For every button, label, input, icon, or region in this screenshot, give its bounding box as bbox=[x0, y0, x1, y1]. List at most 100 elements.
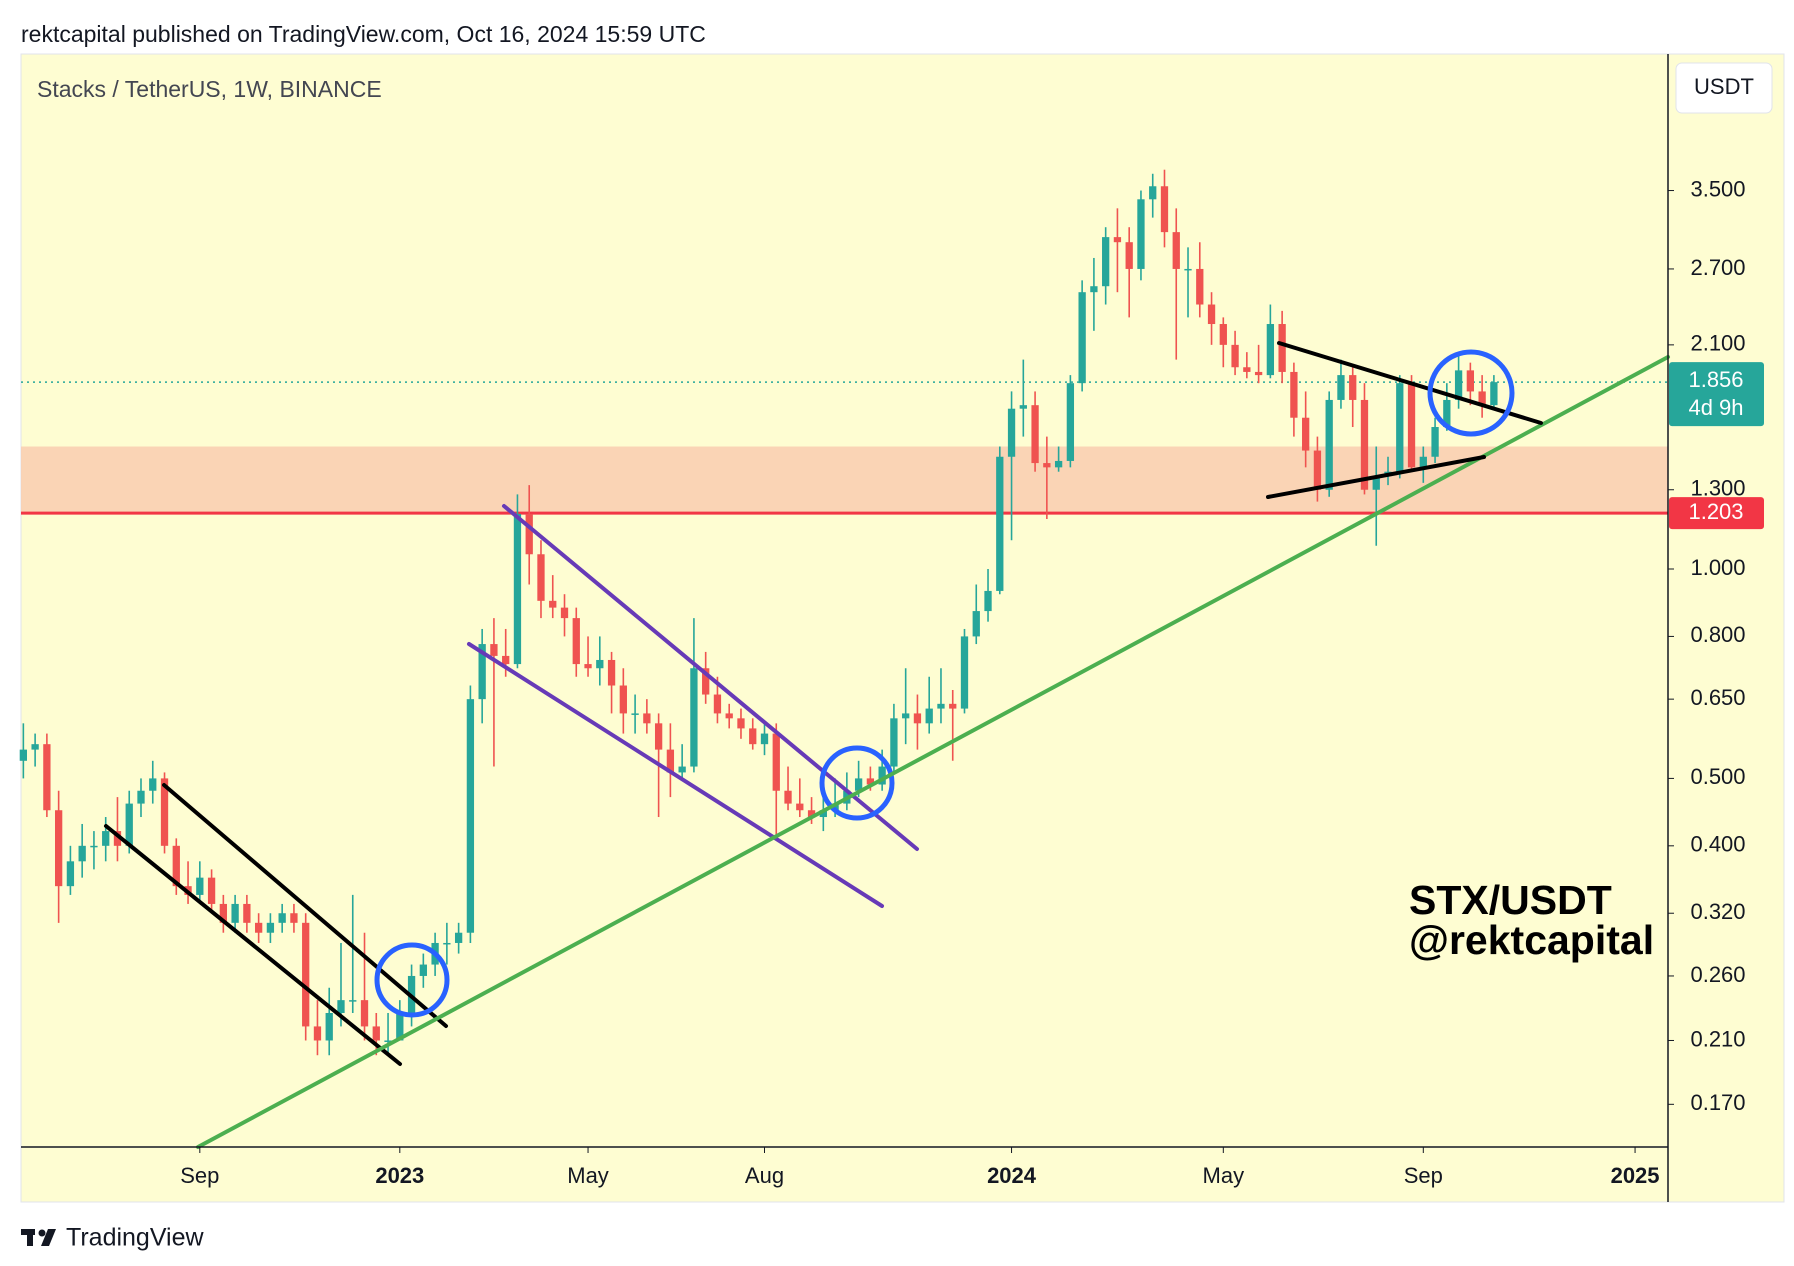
x-tick-label: 2025 bbox=[1611, 1163, 1660, 1188]
candle-body bbox=[219, 903, 227, 923]
y-tick-label: 0.210 bbox=[1690, 1026, 1745, 1051]
candle-body bbox=[278, 913, 286, 923]
candle-body bbox=[419, 964, 427, 976]
candle-body bbox=[1478, 391, 1486, 406]
x-tick-label: 2023 bbox=[375, 1163, 424, 1188]
candle-body bbox=[290, 913, 298, 923]
candle-body bbox=[1302, 417, 1310, 451]
candle-body bbox=[349, 1000, 357, 1002]
candle-body bbox=[454, 932, 463, 943]
candle-body bbox=[1102, 237, 1110, 287]
y-tick-label: 1.000 bbox=[1690, 555, 1745, 580]
candle-body bbox=[43, 744, 51, 811]
support-zone bbox=[21, 446, 1668, 514]
candle-body bbox=[19, 749, 27, 761]
candle-body bbox=[1137, 199, 1145, 269]
candle-body bbox=[1066, 383, 1075, 461]
candle-body bbox=[525, 513, 533, 555]
candle-body bbox=[1372, 476, 1380, 490]
candle-body bbox=[819, 810, 827, 818]
candle-body bbox=[243, 903, 251, 923]
candle-body bbox=[749, 728, 757, 745]
candle-body bbox=[619, 685, 627, 714]
highlight-circle bbox=[1427, 349, 1515, 437]
candle-body bbox=[113, 831, 122, 846]
candle-body bbox=[902, 713, 910, 719]
candle-body bbox=[1243, 367, 1251, 372]
candle-body bbox=[1160, 186, 1169, 233]
candle-body bbox=[149, 778, 157, 791]
support-badge bbox=[1669, 497, 1764, 530]
watermark: @rektcapital bbox=[1409, 917, 1654, 963]
candle-body bbox=[643, 713, 651, 724]
candle-body bbox=[925, 708, 933, 724]
candle-body bbox=[325, 1012, 333, 1041]
candle-body bbox=[384, 1040, 392, 1042]
last-price-label: 1.856 bbox=[1688, 367, 1743, 392]
candle-body bbox=[537, 554, 545, 601]
logo-mark bbox=[38, 1229, 46, 1237]
y-tick-label: 0.500 bbox=[1690, 764, 1745, 789]
candle-body bbox=[1419, 456, 1427, 468]
chart-background bbox=[20, 53, 1785, 1203]
candle-body bbox=[654, 723, 663, 750]
candle-body bbox=[160, 778, 169, 846]
candle-body bbox=[1490, 382, 1498, 406]
candle-body bbox=[231, 903, 239, 923]
candle-body bbox=[31, 744, 39, 750]
support-label: 1.203 bbox=[1688, 499, 1743, 524]
candle-body bbox=[631, 713, 639, 715]
candle-body bbox=[478, 644, 486, 700]
candle-body bbox=[737, 718, 745, 729]
x-tick-label: May bbox=[567, 1163, 609, 1188]
channel-line bbox=[467, 642, 884, 908]
candle-body bbox=[725, 713, 733, 719]
x-tick-label: 2024 bbox=[987, 1163, 1037, 1188]
candle-body bbox=[960, 636, 969, 709]
logo-mark bbox=[27, 1229, 33, 1246]
triangle-line bbox=[1266, 455, 1486, 499]
candle-body bbox=[666, 749, 675, 773]
candle-body bbox=[784, 790, 792, 804]
candle-body bbox=[678, 766, 686, 773]
candle-body bbox=[137, 790, 145, 804]
candle-body bbox=[949, 703, 957, 709]
watermark: STX/USDT bbox=[1409, 877, 1612, 923]
candle-body bbox=[1407, 383, 1416, 468]
candle-body bbox=[1278, 324, 1286, 372]
candle-body bbox=[984, 590, 992, 612]
candle-body bbox=[372, 1026, 380, 1041]
chart-title: Stacks / TetherUS, 1W, BINANCE bbox=[37, 76, 382, 102]
candle-body bbox=[1443, 399, 1451, 428]
candle-body bbox=[1149, 186, 1157, 200]
candle-body bbox=[1466, 370, 1475, 392]
candle-body bbox=[1196, 268, 1204, 305]
candle-body bbox=[854, 778, 863, 791]
footer-brand: TradingView bbox=[66, 1224, 205, 1252]
candle-body bbox=[1454, 370, 1463, 400]
candle-body bbox=[1054, 460, 1063, 468]
y-tick-label: 2.100 bbox=[1690, 331, 1745, 356]
candle-body bbox=[254, 922, 263, 933]
candle-body bbox=[1254, 371, 1263, 376]
trend-line bbox=[196, 355, 1670, 1149]
candle-body bbox=[596, 659, 604, 669]
candle-body bbox=[337, 1000, 345, 1013]
candle-body bbox=[807, 810, 816, 818]
channel-line bbox=[162, 783, 448, 1028]
candle-body bbox=[1349, 375, 1357, 400]
logo bbox=[21, 1229, 56, 1246]
candle-body bbox=[396, 1012, 404, 1041]
y-tick-label: 0.170 bbox=[1690, 1090, 1745, 1115]
candle-body bbox=[878, 766, 886, 785]
candle-body bbox=[1184, 268, 1192, 271]
candle-body bbox=[1043, 463, 1051, 468]
candle-body bbox=[972, 611, 980, 637]
candle-body bbox=[1125, 242, 1133, 269]
candle-body bbox=[1031, 405, 1039, 464]
candle-body bbox=[1290, 371, 1298, 418]
currency-button[interactable] bbox=[1675, 62, 1773, 114]
candle-body bbox=[1078, 292, 1086, 384]
candle-body bbox=[1431, 427, 1439, 457]
